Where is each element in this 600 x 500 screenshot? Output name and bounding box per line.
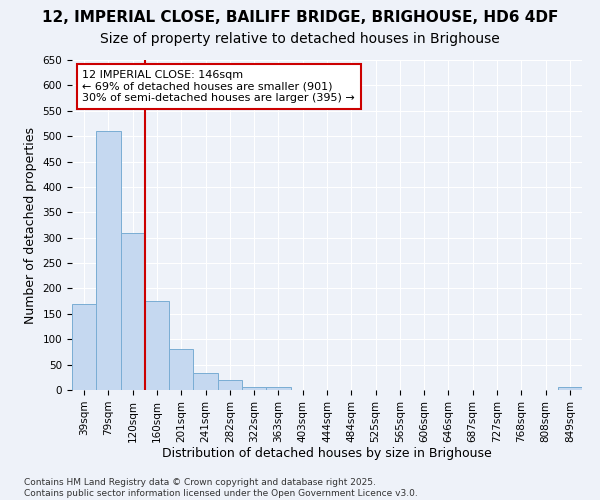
Bar [96,131,121,390]
Bar [218,380,242,390]
Bar [558,388,582,390]
Text: Size of property relative to detached houses in Brighouse: Size of property relative to detached ho… [100,32,500,46]
Bar [169,350,193,390]
Bar [72,304,96,390]
Bar [193,373,218,390]
X-axis label: Distribution of detached houses by size in Brighouse: Distribution of detached houses by size … [162,448,492,460]
Text: 12, IMPERIAL CLOSE, BAILIFF BRIDGE, BRIGHOUSE, HD6 4DF: 12, IMPERIAL CLOSE, BAILIFF BRIDGE, BRIG… [42,10,558,25]
Text: 12 IMPERIAL CLOSE: 146sqm
← 69% of detached houses are smaller (901)
30% of semi: 12 IMPERIAL CLOSE: 146sqm ← 69% of detac… [82,70,355,103]
Bar [121,232,145,390]
Bar [145,301,169,390]
Text: Contains HM Land Registry data © Crown copyright and database right 2025.
Contai: Contains HM Land Registry data © Crown c… [24,478,418,498]
Bar [242,388,266,390]
Y-axis label: Number of detached properties: Number of detached properties [24,126,37,324]
Bar [266,388,290,390]
